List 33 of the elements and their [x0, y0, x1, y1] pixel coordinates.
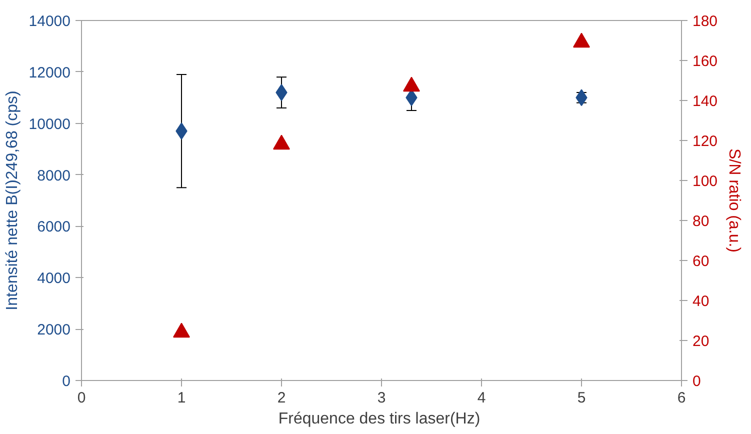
- y2-tick-label: 140: [692, 93, 718, 110]
- y-tick-label: 12000: [28, 64, 71, 82]
- point: [276, 84, 288, 101]
- point: [403, 76, 420, 92]
- x-tick-label: 0: [77, 390, 86, 406]
- x-tick-label: 4: [477, 390, 486, 406]
- y2-tick-label: 180: [692, 13, 718, 30]
- y2-tick-label: 0: [692, 373, 701, 390]
- y2-axis-title: S/N ratio (a.u.): [726, 148, 743, 253]
- x-tick-label: 6: [677, 390, 686, 406]
- y-axis-title: Intensité nette B(I)249,68 (cps): [4, 90, 21, 310]
- y2-tick-label: 20: [692, 333, 710, 350]
- y-tick-label: 14000: [28, 13, 71, 30]
- y-tick-label: 8000: [37, 167, 71, 184]
- point: [273, 134, 290, 150]
- y2-tick-label: 160: [692, 53, 718, 70]
- point: [573, 32, 590, 48]
- y-tick-label: 10000: [28, 116, 71, 133]
- y2-tick-label: 120: [692, 133, 718, 150]
- point: [173, 322, 190, 338]
- y2-tick-label: 100: [692, 173, 718, 190]
- y-tick-label: 4000: [37, 270, 71, 288]
- x-axis-title: Fréquence des tirs laser(Hz): [278, 410, 480, 428]
- y-tick-label: 6000: [37, 218, 71, 236]
- x-tick-label: 5: [577, 390, 586, 406]
- y2-tick-label: 80: [692, 213, 710, 230]
- x-tick-label: 2: [277, 390, 286, 406]
- y-tick-label: 2000: [37, 322, 71, 339]
- x-tick-label: 1: [177, 390, 186, 406]
- x-tick-label: 3: [377, 390, 386, 406]
- y2-tick-label: 40: [692, 293, 710, 310]
- y-tick-label: 0: [62, 373, 70, 390]
- y2-tick-label: 60: [692, 253, 710, 270]
